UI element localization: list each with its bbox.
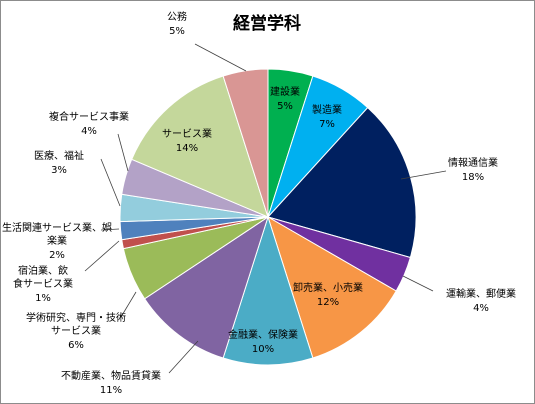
- slice-label: 公務 5%: [167, 10, 187, 37]
- slice-label: 生活関連サービス業、娯楽業 2%: [2, 221, 112, 261]
- slice-label: 卸売業、小売業 12%: [293, 281, 363, 308]
- slice-percent: 4%: [473, 303, 489, 314]
- slice-percent: 5%: [277, 101, 293, 112]
- slice-labels: 建設業 5% 製造業 7% 情報通信業 18% 運輸業、郵便業 4% 卸売業、小売業 12% 金融業…: [2, 10, 516, 396]
- leader-line: [120, 291, 137, 318]
- slice-label: 学術研究、専門・技術サービス業 6%: [26, 311, 126, 351]
- slice-percent: 2%: [49, 250, 65, 261]
- slice-percent: 7%: [319, 119, 335, 130]
- slice-label: 建設業 5%: [270, 85, 300, 112]
- slice-label: 製造業 7%: [312, 103, 342, 130]
- slice-percent: 10%: [252, 344, 274, 355]
- slice-label: 複合サービス事業 4%: [49, 110, 129, 137]
- pie-slice: [222, 215, 314, 366]
- slice-label: 金融業、保険業 10%: [228, 328, 298, 355]
- slice-label: 宿泊業、飲食サービス業 1%: [13, 264, 73, 304]
- pie-slice: [143, 215, 269, 359]
- slice-label: 医療、福祉 3%: [34, 149, 84, 176]
- slice-percent: 14%: [176, 143, 198, 154]
- slice-label: 情報通信業 18%: [448, 156, 498, 183]
- slice-percent: 12%: [317, 297, 339, 308]
- leader-lines: [84, 43, 447, 374]
- slice-label: 運輸業、郵便業 4%: [446, 287, 516, 314]
- leader-line: [117, 133, 129, 172]
- slice-label: 不動産業、物品賃貸業 11%: [61, 369, 161, 396]
- chart-title: 経営学科: [233, 13, 301, 34]
- pie-slice: [267, 215, 397, 359]
- leader-line: [400, 170, 447, 180]
- pie-slice: [267, 106, 417, 259]
- pie-slices: [119, 68, 417, 366]
- leader-line: [402, 275, 434, 292]
- leader-line: [100, 228, 120, 231]
- slice-percent: 3%: [51, 165, 67, 176]
- leader-line: [168, 340, 199, 374]
- slice-percent: 5%: [169, 26, 185, 37]
- slice-percent: 18%: [462, 172, 484, 183]
- leader-line: [194, 43, 247, 72]
- slice-percent: 6%: [68, 340, 84, 351]
- leader-line: [100, 158, 121, 207]
- slice-percent: 4%: [81, 126, 97, 137]
- leader-line: [84, 240, 120, 272]
- slice-label: サービス業 14%: [162, 127, 212, 154]
- slice-percent: 11%: [100, 385, 122, 396]
- slice-percent: 1%: [35, 293, 51, 304]
